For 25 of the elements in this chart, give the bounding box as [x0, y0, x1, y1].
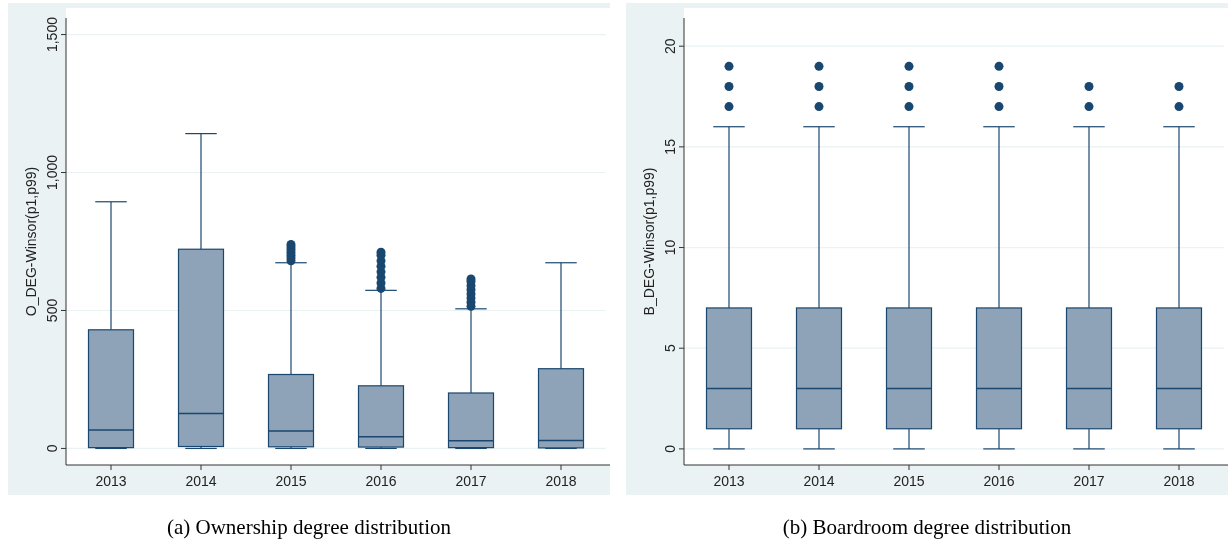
text: (a) Ownership degree distribution — [166, 515, 452, 539]
y-tick-label: 5 — [662, 344, 678, 353]
y-tick-label: 500 — [44, 298, 60, 323]
x-tick-label: 2013 — [713, 473, 745, 489]
x-tick-label: 2017 — [455, 473, 487, 489]
y-tick-label: 15 — [662, 138, 678, 155]
y-axis-title: B_DEG-Winsor(p1,p99) — [641, 167, 657, 316]
text: (b) Boardroom degree distribution — [782, 515, 1072, 539]
x-tick-label: 2014 — [803, 473, 835, 489]
x-tick-label: 2016 — [365, 473, 397, 489]
y-tick-label: 10 — [662, 239, 678, 256]
y-tick-label: 20 — [662, 38, 678, 54]
y-tick-label: 1,500 — [44, 16, 60, 53]
x-tick-label: 2018 — [1163, 473, 1195, 489]
y-tick-label: 1,000 — [44, 154, 60, 191]
y-tick-label: 0 — [44, 444, 60, 453]
x-tick-label: 2016 — [983, 473, 1015, 489]
x-tick-label: 2013 — [95, 473, 127, 489]
x-tick-label: 2018 — [545, 473, 577, 489]
y-axis-title: O_DEG-Winsor(p1,p99) — [23, 166, 39, 317]
x-tick-label: 2015 — [893, 473, 925, 489]
y-tick-label: 0 — [662, 444, 678, 453]
x-tick-label: 2014 — [185, 473, 217, 489]
x-tick-label: 2017 — [1073, 473, 1105, 489]
x-tick-label: 2015 — [275, 473, 307, 489]
